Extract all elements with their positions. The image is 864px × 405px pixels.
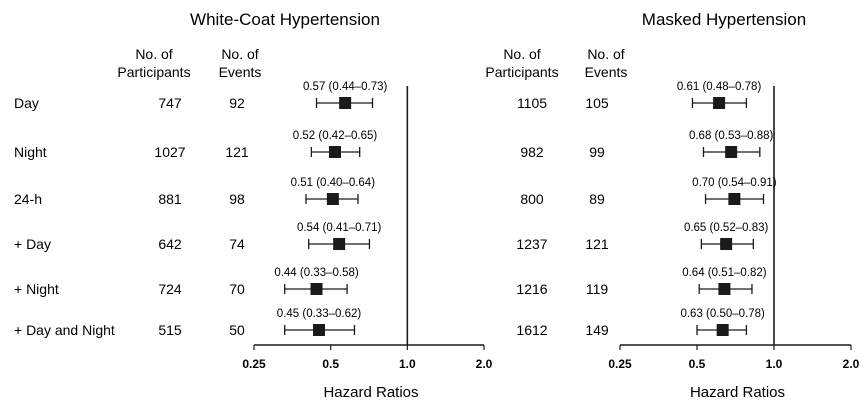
x-tick-label: 1.0 — [399, 357, 416, 371]
hazard-ratio-marker — [313, 324, 326, 336]
events-value: 119 — [586, 281, 609, 297]
ci-text-label: 0.68 (0.53–0.88) — [689, 130, 774, 142]
events-value: 121 — [225, 144, 249, 160]
hazard-ratio-marker — [333, 238, 346, 250]
participants-value: 1027 — [154, 144, 185, 160]
hazard-ratio-marker — [329, 146, 342, 158]
hazard-ratio-marker — [310, 283, 323, 295]
ci-text-label: 0.52 (0.42–0.65) — [293, 130, 378, 142]
x-axis-label: Hazard Ratios — [323, 384, 418, 401]
row-label: + Day — [14, 236, 51, 252]
header-events-line1: No. of — [221, 46, 258, 62]
events-value: 99 — [589, 144, 605, 160]
events-value: 89 — [589, 191, 605, 207]
hazard-ratio-marker — [326, 193, 339, 205]
participants-value: 1216 — [516, 281, 547, 297]
header-participants-line1: No. of — [135, 46, 172, 62]
participants-value: 800 — [520, 191, 544, 207]
ci-text-label: 0.51 (0.40–0.64) — [291, 177, 376, 189]
ci-text-label: 0.63 (0.50–0.78) — [680, 308, 765, 320]
events-value: 98 — [229, 191, 245, 207]
hazard-ratio-marker — [728, 193, 741, 205]
ci-text-label: 0.45 (0.33–0.62) — [277, 308, 362, 320]
ci-text-label: 0.54 (0.41–0.71) — [297, 222, 382, 234]
participants-value: 515 — [158, 322, 182, 338]
ci-text-label: 0.44 (0.33–0.58) — [274, 267, 359, 279]
row-label: + Day and Night — [14, 322, 115, 338]
events-value: 92 — [229, 95, 245, 111]
header-participants-line1: No. of — [503, 46, 540, 62]
hazard-ratio-marker — [718, 283, 731, 295]
ci-text-label: 0.57 (0.44–0.73) — [303, 81, 388, 93]
participants-value: 747 — [158, 95, 182, 111]
x-axis-label: Hazard Ratios — [690, 384, 785, 401]
participants-value: 1237 — [516, 236, 547, 252]
x-tick-label: 0.25 — [242, 357, 266, 371]
x-tick-label: 2.0 — [476, 357, 493, 371]
participants-value: 642 — [158, 236, 182, 252]
x-tick-label: 0.25 — [608, 357, 632, 371]
header-participants-line2: Participants — [485, 64, 558, 80]
events-value: 105 — [585, 95, 609, 111]
participants-value: 724 — [158, 281, 182, 297]
header-events-line1: No. of — [587, 46, 624, 62]
panel-title: Masked Hypertension — [642, 10, 806, 29]
hazard-ratio-marker — [716, 324, 729, 336]
events-value: 149 — [585, 322, 609, 338]
header-events-line2: Events — [585, 64, 628, 80]
participants-value: 1612 — [516, 322, 547, 338]
participants-value: 982 — [520, 144, 544, 160]
ci-text-label: 0.70 (0.54–0.91) — [692, 177, 777, 189]
row-label: Night — [14, 144, 47, 160]
hazard-ratio-marker — [339, 97, 352, 109]
events-value: 70 — [229, 281, 245, 297]
events-value: 50 — [229, 322, 245, 338]
x-tick-label: 0.5 — [322, 357, 339, 371]
hazard-ratio-marker — [713, 97, 726, 109]
panel-title: White-Coat Hypertension — [190, 10, 380, 29]
participants-value: 881 — [158, 191, 182, 207]
x-tick-label: 1.0 — [766, 357, 783, 371]
events-value: 121 — [585, 236, 609, 252]
events-value: 74 — [229, 236, 245, 252]
header-events-line2: Events — [219, 64, 262, 80]
row-label: 24-h — [14, 191, 42, 207]
ci-text-label: 0.61 (0.48–0.78) — [677, 81, 762, 93]
x-tick-label: 2.0 — [843, 357, 860, 371]
hazard-ratio-marker — [725, 146, 738, 158]
hazard-ratio-marker — [720, 238, 733, 250]
row-label: Day — [14, 95, 39, 111]
x-tick-label: 0.5 — [689, 357, 706, 371]
participants-value: 1105 — [517, 95, 547, 111]
ci-text-label: 0.65 (0.52–0.83) — [684, 222, 769, 234]
header-participants-line2: Participants — [117, 64, 190, 80]
ci-text-label: 0.64 (0.51–0.82) — [682, 267, 767, 279]
row-label: + Night — [14, 281, 59, 297]
